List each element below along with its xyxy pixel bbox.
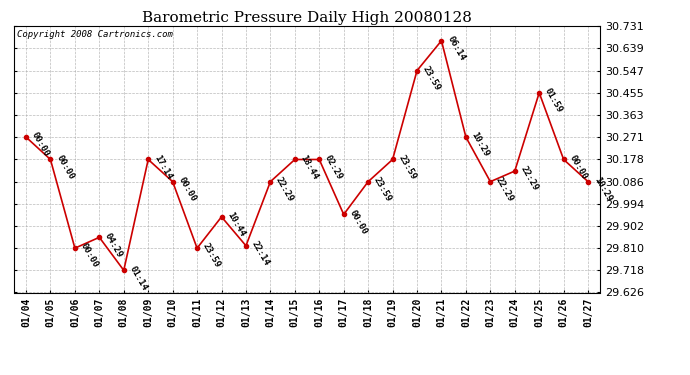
Text: Copyright 2008 Cartronics.com: Copyright 2008 Cartronics.com [17,30,172,39]
Text: 02:29: 02:29 [323,153,344,181]
Text: 23:59: 23:59 [421,64,442,92]
Text: 22:29: 22:29 [519,165,540,192]
Text: 22:29: 22:29 [494,176,515,203]
Text: 00:00: 00:00 [567,153,589,181]
Text: 01:14: 01:14 [128,264,149,292]
Text: 10:29: 10:29 [470,131,491,159]
Text: 04:29: 04:29 [103,231,124,259]
Title: Barometric Pressure Daily High 20080128: Barometric Pressure Daily High 20080128 [142,11,472,25]
Text: 23:59: 23:59 [396,153,417,181]
Text: 10:29: 10:29 [592,176,613,203]
Text: 10:44: 10:44 [226,211,246,238]
Text: 00:00: 00:00 [177,176,198,203]
Text: 23:59: 23:59 [372,176,393,203]
Text: 00:00: 00:00 [55,153,75,181]
Text: 01:59: 01:59 [543,87,564,114]
Text: 23:59: 23:59 [201,242,222,270]
Text: 00:00: 00:00 [30,131,51,159]
Text: 06:14: 06:14 [445,34,466,62]
Text: 17:14: 17:14 [152,153,173,181]
Text: 00:00: 00:00 [348,208,368,236]
Text: 18:44: 18:44 [299,153,320,181]
Text: 22:29: 22:29 [274,176,295,203]
Text: 22:14: 22:14 [250,240,271,267]
Text: 00:00: 00:00 [79,242,100,270]
